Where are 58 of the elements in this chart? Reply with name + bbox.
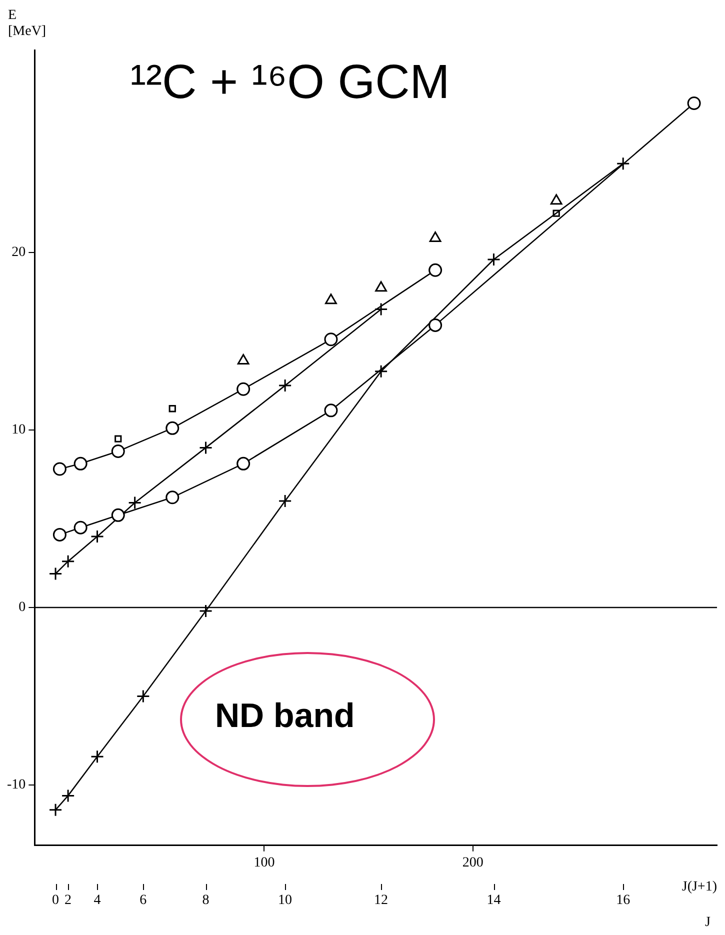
- point: [199, 440, 213, 454]
- y-tick-label: 10: [12, 422, 26, 438]
- point: [278, 494, 292, 508]
- point: [324, 404, 338, 418]
- point: [278, 378, 292, 392]
- point: [111, 444, 125, 458]
- text: 4: [94, 893, 101, 910]
- point: [429, 231, 442, 242]
- point: [236, 382, 250, 396]
- point: [616, 156, 630, 170]
- point: [48, 567, 62, 581]
- point: [428, 263, 442, 277]
- annotation: ¹²C + ¹⁶O GCM: [130, 55, 450, 110]
- point: [236, 456, 250, 470]
- point: [687, 96, 701, 110]
- y-axis-title: E [MeV]: [8, 8, 46, 40]
- point: [61, 788, 75, 802]
- y-tick-label: -10: [6, 778, 26, 793]
- y-tick-label: 0: [18, 600, 26, 616]
- point: [128, 496, 142, 510]
- point: [48, 803, 62, 817]
- point: [324, 332, 338, 346]
- point: [374, 302, 388, 316]
- point: [90, 530, 104, 544]
- point: [61, 554, 75, 568]
- point: [114, 435, 122, 442]
- text: 12: [374, 893, 388, 910]
- point: [375, 281, 387, 292]
- text: 16: [616, 893, 630, 910]
- text: 2: [64, 893, 72, 910]
- x-axis-title: J(J+1): [682, 879, 718, 894]
- text: J: [705, 915, 710, 931]
- point: [52, 462, 66, 476]
- point: [325, 294, 337, 304]
- point: [52, 528, 66, 542]
- point: [136, 690, 150, 704]
- point: [111, 508, 125, 522]
- point: [90, 750, 104, 764]
- point: [166, 421, 180, 435]
- text: 10: [278, 893, 292, 910]
- text: 6: [140, 893, 147, 910]
- text: 8: [202, 893, 210, 910]
- point: [168, 405, 176, 412]
- y-tick-label: 20: [12, 245, 26, 260]
- text: 0: [52, 893, 60, 910]
- point: [74, 456, 88, 470]
- point: [550, 194, 562, 205]
- annotation: ND band: [215, 697, 355, 736]
- x-tick-label: 200: [462, 855, 484, 870]
- point: [199, 604, 213, 618]
- point: [237, 354, 250, 364]
- point: [486, 252, 500, 266]
- text: 14: [486, 893, 501, 910]
- point: [74, 520, 88, 534]
- point: [374, 364, 388, 378]
- point: [166, 490, 180, 504]
- x-tick-label: 100: [254, 855, 275, 870]
- point: [428, 318, 442, 332]
